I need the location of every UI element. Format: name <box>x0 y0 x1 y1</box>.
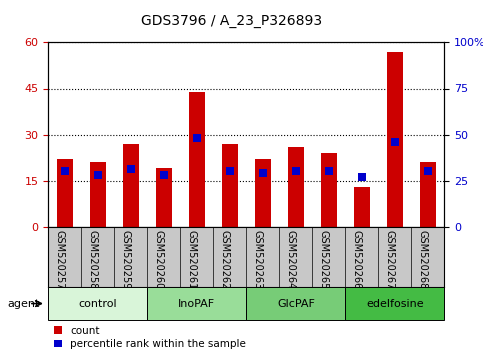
Text: InoPAF: InoPAF <box>178 298 215 309</box>
Text: GSM520264: GSM520264 <box>286 230 296 289</box>
Text: GSM520265: GSM520265 <box>319 230 329 289</box>
Text: GSM520257: GSM520257 <box>55 230 65 289</box>
Legend: count, percentile rank within the sample: count, percentile rank within the sample <box>54 326 246 349</box>
Bar <box>156 168 172 227</box>
Bar <box>420 162 436 227</box>
Bar <box>89 162 106 227</box>
Bar <box>48 287 147 320</box>
Text: GSM520261: GSM520261 <box>187 230 197 289</box>
Bar <box>354 187 370 227</box>
Point <box>193 135 201 141</box>
Point <box>358 174 366 180</box>
Text: GSM520259: GSM520259 <box>121 230 131 289</box>
Text: control: control <box>79 298 117 309</box>
Bar <box>255 159 271 227</box>
Point <box>226 169 234 174</box>
Text: GDS3796 / A_23_P326893: GDS3796 / A_23_P326893 <box>142 14 323 28</box>
Bar <box>386 52 403 227</box>
Bar <box>123 144 139 227</box>
Text: GSM520263: GSM520263 <box>253 230 263 289</box>
Point <box>391 139 399 145</box>
Point <box>259 170 267 176</box>
Bar <box>147 287 246 320</box>
Text: GSM520260: GSM520260 <box>154 230 164 289</box>
Text: GSM520262: GSM520262 <box>220 230 230 289</box>
Text: agent: agent <box>7 298 40 309</box>
Text: GSM520258: GSM520258 <box>88 230 98 289</box>
Bar <box>287 147 304 227</box>
Point <box>325 169 333 174</box>
Point <box>94 172 102 178</box>
Bar <box>345 287 444 320</box>
Text: edelfosine: edelfosine <box>366 298 424 309</box>
Bar <box>222 144 238 227</box>
Point <box>424 169 432 174</box>
Text: GSM520266: GSM520266 <box>352 230 362 289</box>
Bar <box>321 153 337 227</box>
Bar <box>246 287 345 320</box>
Text: GSM520268: GSM520268 <box>418 230 428 289</box>
Point <box>292 169 299 174</box>
Text: GSM520267: GSM520267 <box>385 230 395 289</box>
Text: GlcPAF: GlcPAF <box>277 298 315 309</box>
Bar <box>57 159 73 227</box>
Point <box>160 172 168 178</box>
Point <box>61 169 69 174</box>
Point <box>127 167 135 172</box>
Bar <box>188 92 205 227</box>
